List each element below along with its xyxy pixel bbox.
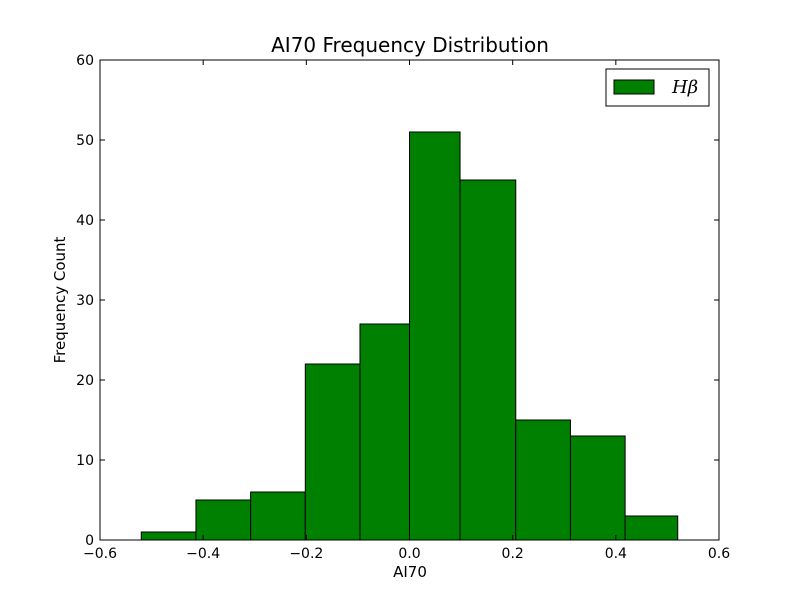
histogram-bar — [569, 435, 626, 541]
x-tick-label: −0.6 — [83, 546, 117, 562]
x-tick-label: 0.4 — [605, 546, 627, 562]
x-tick-label: −0.4 — [186, 546, 220, 562]
y-tick-label: 30 — [76, 293, 94, 309]
x-tick-label: −0.2 — [289, 546, 323, 562]
legend-swatch — [613, 79, 655, 95]
histogram-bar — [359, 323, 411, 541]
y-tick-label: 10 — [76, 453, 94, 469]
histogram-bar — [515, 419, 571, 541]
histogram-bar — [195, 499, 252, 541]
legend: Hβ — [605, 68, 710, 107]
histogram-bar — [250, 491, 306, 541]
histogram-bar — [459, 179, 517, 541]
x-tick-label: 0.0 — [398, 546, 420, 562]
y-tick-label: 0 — [85, 533, 94, 549]
x-tick-label: 0.6 — [708, 546, 730, 562]
histogram-bar — [624, 515, 679, 541]
ticks-layer: −0.6 −0.4 −0.2 0.0 0.2 0.4 0.6 0 10 20 30 40 50 60 — [76, 53, 730, 562]
y-tick-label: 50 — [76, 133, 94, 149]
y-axis-label: Frequency Count — [51, 236, 69, 363]
histogram-bar — [140, 531, 197, 541]
y-tick-label: 60 — [76, 53, 94, 69]
x-tick-label: 0.2 — [502, 546, 524, 562]
y-tick-label: 40 — [76, 213, 94, 229]
x-axis-label: AI70 — [393, 563, 427, 581]
histogram-bar — [304, 363, 361, 541]
bars-layer — [140, 131, 679, 541]
chart-title: AI70 Frequency Distribution — [271, 33, 549, 57]
legend-label: Hβ — [671, 77, 698, 98]
y-tick-label: 20 — [76, 373, 94, 389]
histogram-bar — [409, 131, 461, 541]
